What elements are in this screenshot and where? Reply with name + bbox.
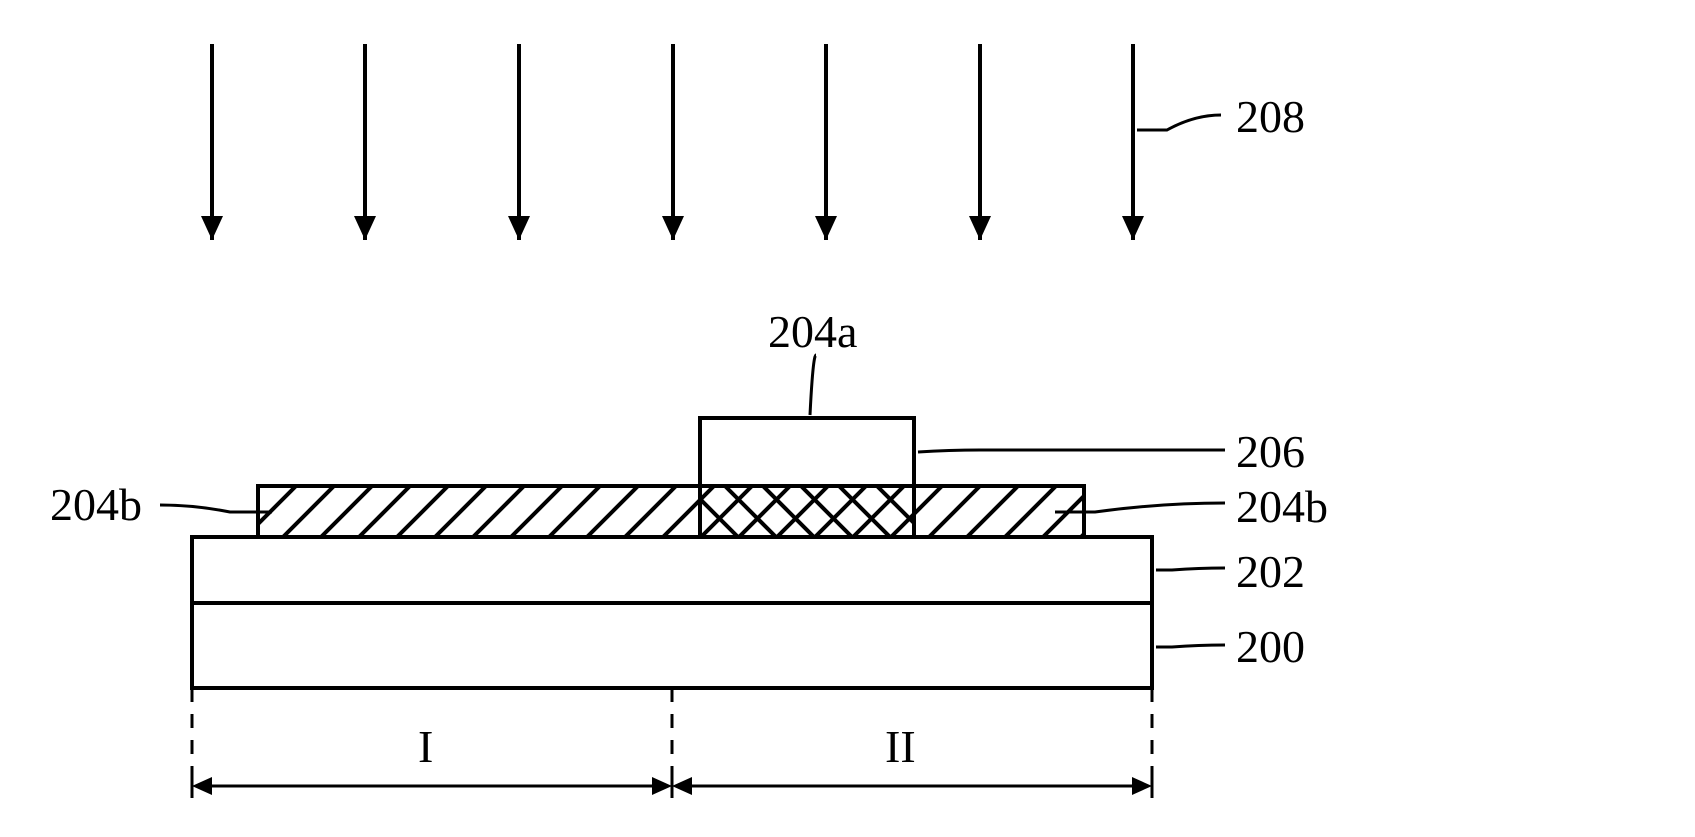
leader-202 — [1156, 568, 1225, 570]
label-206: 206 — [1236, 425, 1305, 478]
region-II-label: II — [885, 720, 916, 773]
label-204a: 204a — [768, 305, 857, 358]
arrows-208 — [201, 44, 1144, 240]
leader-204b-left — [160, 505, 272, 512]
layer-204-hatch — [207, 486, 1170, 537]
leader-206 — [918, 450, 1225, 452]
label-202: 202 — [1236, 545, 1305, 598]
region-I-label: I — [418, 720, 433, 773]
leader-204a — [810, 355, 816, 415]
diagram-svg — [0, 0, 1695, 837]
diagram-stage: 208 204a 206 204b 202 200 204b I II — [0, 0, 1695, 837]
layer-206 — [700, 418, 914, 486]
label-204b-right: 204b — [1236, 480, 1328, 533]
layer-204a-crosshatch — [649, 486, 1004, 537]
leader-200 — [1156, 645, 1225, 647]
layer-202 — [192, 537, 1152, 603]
label-200: 200 — [1236, 620, 1305, 673]
region-double-arrows — [192, 774, 1152, 798]
leader-208 — [1137, 115, 1221, 130]
label-208: 208 — [1236, 90, 1305, 143]
layer-200 — [192, 603, 1152, 688]
label-204b-left: 204b — [50, 478, 142, 531]
leader-204b-right — [1055, 503, 1225, 512]
